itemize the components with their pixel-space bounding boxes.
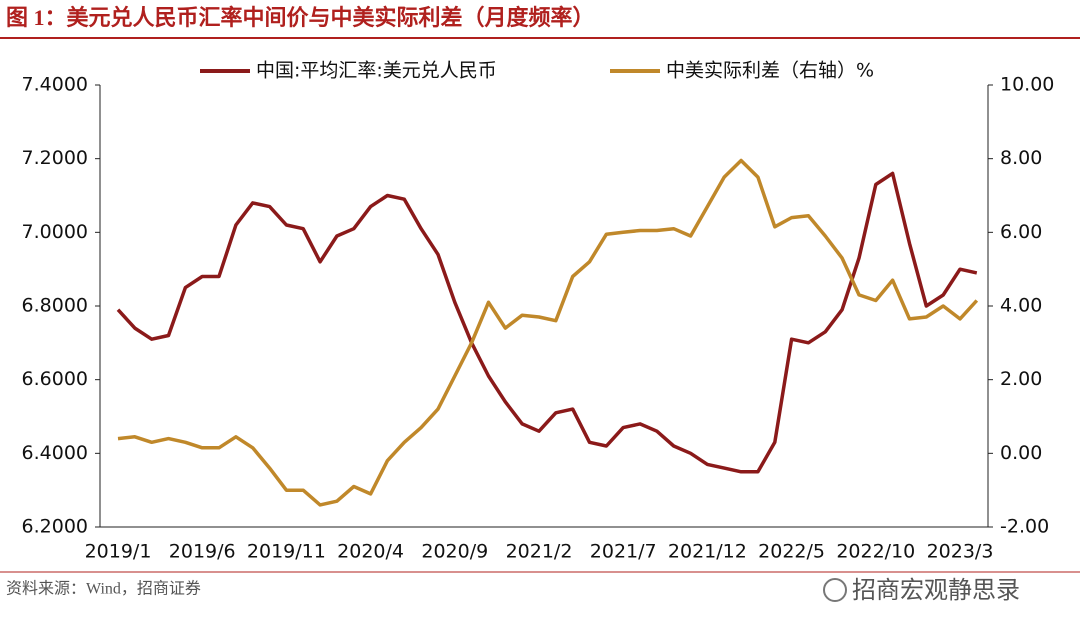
y2-tick-label: 8.00 xyxy=(1000,147,1042,169)
legend-label: 中美实际利差（右轴）% xyxy=(666,60,874,82)
series-line xyxy=(117,158,979,507)
x-tick-label: 2021/12 xyxy=(668,541,747,563)
y-tick-label: 7.4000 xyxy=(22,74,88,96)
y2-tick-label: 10.00 xyxy=(1000,74,1054,96)
y2-tick-label: 2.00 xyxy=(1000,368,1042,390)
watermark-icon xyxy=(823,578,847,602)
y-tick-label: 7.0000 xyxy=(22,221,88,243)
x-tick-label: 2019/6 xyxy=(169,541,236,563)
x-tick-label: 2022/5 xyxy=(758,541,825,563)
x-tick-label: 2021/2 xyxy=(506,541,573,563)
y2-tick-label: 6.00 xyxy=(1000,221,1042,243)
y-tick-label: 6.8000 xyxy=(22,295,88,317)
y-tick-label: 6.6000 xyxy=(22,368,88,390)
legend-label: 中国:平均汇率:美元兑人民币 xyxy=(256,60,497,82)
x-tick-label: 2020/4 xyxy=(337,541,404,563)
x-tick-label: 2022/10 xyxy=(836,541,915,563)
watermark: 招商宏观静思录 xyxy=(852,576,1020,604)
x-tick-label: 2019/1 xyxy=(85,541,152,563)
y2-tick-label: 0.00 xyxy=(1000,442,1042,464)
y2-tick-label: -2.00 xyxy=(1000,516,1049,538)
y2-tick-label: 4.00 xyxy=(1000,295,1042,317)
y-tick-label: 6.4000 xyxy=(22,442,88,464)
x-tick-label: 2019/11 xyxy=(247,541,326,563)
series-line xyxy=(116,171,978,474)
x-tick-label: 2020/9 xyxy=(421,541,488,563)
y-tick-label: 7.2000 xyxy=(22,147,88,169)
x-tick-label: 2021/7 xyxy=(590,541,657,563)
y-tick-label: 6.2000 xyxy=(22,516,88,538)
chart-title: 图 1：美元兑人民币汇率中间价与中美实际利差（月度频率） xyxy=(6,5,595,30)
x-tick-label: 2023/3 xyxy=(927,541,994,563)
source: 资料来源：Wind，招商证券 xyxy=(6,580,201,598)
